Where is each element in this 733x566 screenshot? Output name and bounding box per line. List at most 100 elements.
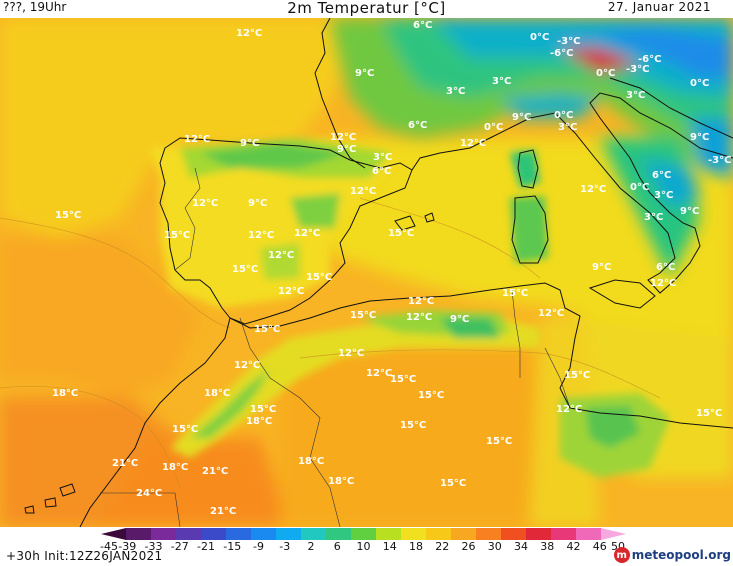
temp-label: 21°C [112, 458, 138, 469]
temp-label: 0°C [596, 68, 615, 79]
temp-label: 12°C [460, 138, 486, 149]
temp-label: 12°C [350, 186, 376, 197]
temperature-map: 12°C 6°C 9°C 3°C 6°C 0°C -3°C -6°C -6°C … [0, 18, 733, 527]
colorbar-segment [501, 528, 527, 540]
colorbar-tick-label: -3 [279, 540, 291, 553]
temp-label: 9°C [337, 144, 356, 155]
colorbar-segment [176, 528, 202, 540]
temp-label: -3°C [708, 155, 731, 166]
run-info: +30h Init:12Z26JAN2021 [6, 549, 163, 563]
temperature-labels: 12°C 6°C 9°C 3°C 6°C 0°C -3°C -6°C -6°C … [52, 20, 731, 517]
temp-label: 9°C [355, 68, 374, 79]
borders [100, 167, 571, 527]
temp-label: 15°C [254, 324, 280, 335]
colorbar-tick-label: 34 [514, 540, 528, 553]
colorbar-tick-label: 26 [461, 540, 476, 553]
temp-label: 12°C [234, 360, 260, 371]
temp-label: -3°C [626, 64, 649, 75]
colorbar-segment [476, 528, 502, 540]
colorbar-tick-label: 6 [333, 540, 341, 553]
colorbar-segment [451, 528, 477, 540]
temp-label: 15°C [350, 310, 376, 321]
colorbar-segment [276, 528, 302, 540]
forecast-date: 27. Januar 2021 [607, 0, 711, 14]
temp-label: 6°C [656, 262, 675, 273]
colorbar-tick-label: 18 [409, 540, 423, 553]
colorbar-tick-label: 10 [356, 540, 371, 553]
colorbar-segment [551, 528, 577, 540]
colorbar-tick-label: -27 [170, 540, 189, 553]
temp-label: 12°C [236, 28, 262, 39]
colorbar-tick-label: 38 [540, 540, 555, 553]
temp-label: 15°C [486, 436, 512, 447]
map-svg: 12°C 6°C 9°C 3°C 6°C 0°C -3°C -6°C -6°C … [0, 18, 733, 527]
colorbar-tick-label: 30 [487, 540, 502, 553]
temp-label: 12°C [406, 312, 432, 323]
coastlines [24, 18, 733, 527]
temp-label: 15°C [306, 272, 332, 283]
temp-label: 18°C [298, 456, 324, 467]
temp-label: 9°C [248, 198, 267, 209]
temp-label: 6°C [408, 120, 427, 131]
colorbar-tick-label: 46 [592, 540, 607, 553]
colorbar-segment [151, 528, 177, 540]
temp-label: 21°C [210, 506, 236, 517]
temp-label: 9°C [240, 138, 259, 149]
isotherm-lines [0, 197, 661, 489]
temp-label: 12°C [366, 368, 392, 379]
temp-label: 18°C [204, 388, 230, 399]
colorbar-segment [301, 528, 327, 540]
temp-label: -6°C [638, 54, 661, 65]
temp-label: -3°C [557, 36, 580, 47]
temp-label: 0°C [690, 78, 709, 89]
colorbar-tick-label: -21 [197, 540, 215, 553]
temp-label: 0°C [630, 182, 649, 193]
temp-label: 15°C [232, 264, 258, 275]
header: ???, 19Uhr 2m Temperatur [°C] 27. Januar… [0, 0, 733, 18]
colorbar-arrow-right [601, 528, 626, 540]
header-left-label: ???, 19Uhr [3, 0, 67, 14]
colorbar-tick-label: 22 [435, 540, 450, 553]
colorbar-tick-label: -15 [223, 540, 242, 553]
temp-label: 12°C [650, 278, 676, 289]
temp-label: 15°C [164, 230, 190, 241]
temp-label: 3°C [373, 152, 392, 163]
temp-label: 12°C [580, 184, 606, 195]
temp-label: 15°C [390, 374, 416, 385]
colorbar-tick-label: -45 [100, 540, 118, 553]
colorbar-tick-label: -33 [144, 540, 163, 553]
temp-label: 12°C [248, 230, 274, 241]
logo-text: meteopool.org [631, 548, 731, 562]
temp-label: 9°C [450, 314, 469, 325]
temp-label: 6°C [652, 170, 671, 181]
colorbar-tick-label: 42 [566, 540, 581, 553]
temp-label: 12°C [338, 348, 364, 359]
temp-label: 0°C [530, 32, 549, 43]
temp-label: 15°C [400, 420, 426, 431]
temp-label: 9°C [592, 262, 611, 273]
temp-label: 3°C [492, 76, 511, 87]
temp-label: 15°C [696, 408, 722, 419]
colorbar-segment [201, 528, 227, 540]
temp-label: 12°C [278, 286, 304, 297]
temp-label: 9°C [680, 206, 699, 217]
meteopool-logo[interactable]: m meteopool.org [613, 546, 731, 564]
colorbar-segment [326, 528, 352, 540]
colorbar-segment [226, 528, 252, 540]
colorbar-arrow-left [101, 528, 126, 540]
temp-label: 24°C [136, 488, 162, 499]
temp-label: -6°C [550, 48, 573, 59]
temp-label: 3°C [644, 212, 663, 223]
temp-label: 3°C [558, 122, 577, 133]
colorbar-segment [526, 528, 552, 540]
colorbar-segment [126, 528, 152, 540]
temp-label: 15°C [172, 424, 198, 435]
colorbar-segment [251, 528, 277, 540]
temp-label: 15°C [388, 228, 414, 239]
colorbar-tick-label: -39 [118, 540, 137, 553]
colorbar-tick-label: -9 [253, 540, 264, 553]
legend-area: -45 -39 -33 -27 -21 -15 -9 -3 2 6 10 14 18 22 26 30 34 38… [0, 527, 733, 566]
colorbar-ticks: -45 -39 -33 -27 -21 -15 -9 -3 2 6 10 14 18 22 26 30 34 38… [100, 540, 626, 553]
temp-label: 21°C [202, 466, 228, 477]
logo-mark-icon: m [613, 547, 630, 563]
